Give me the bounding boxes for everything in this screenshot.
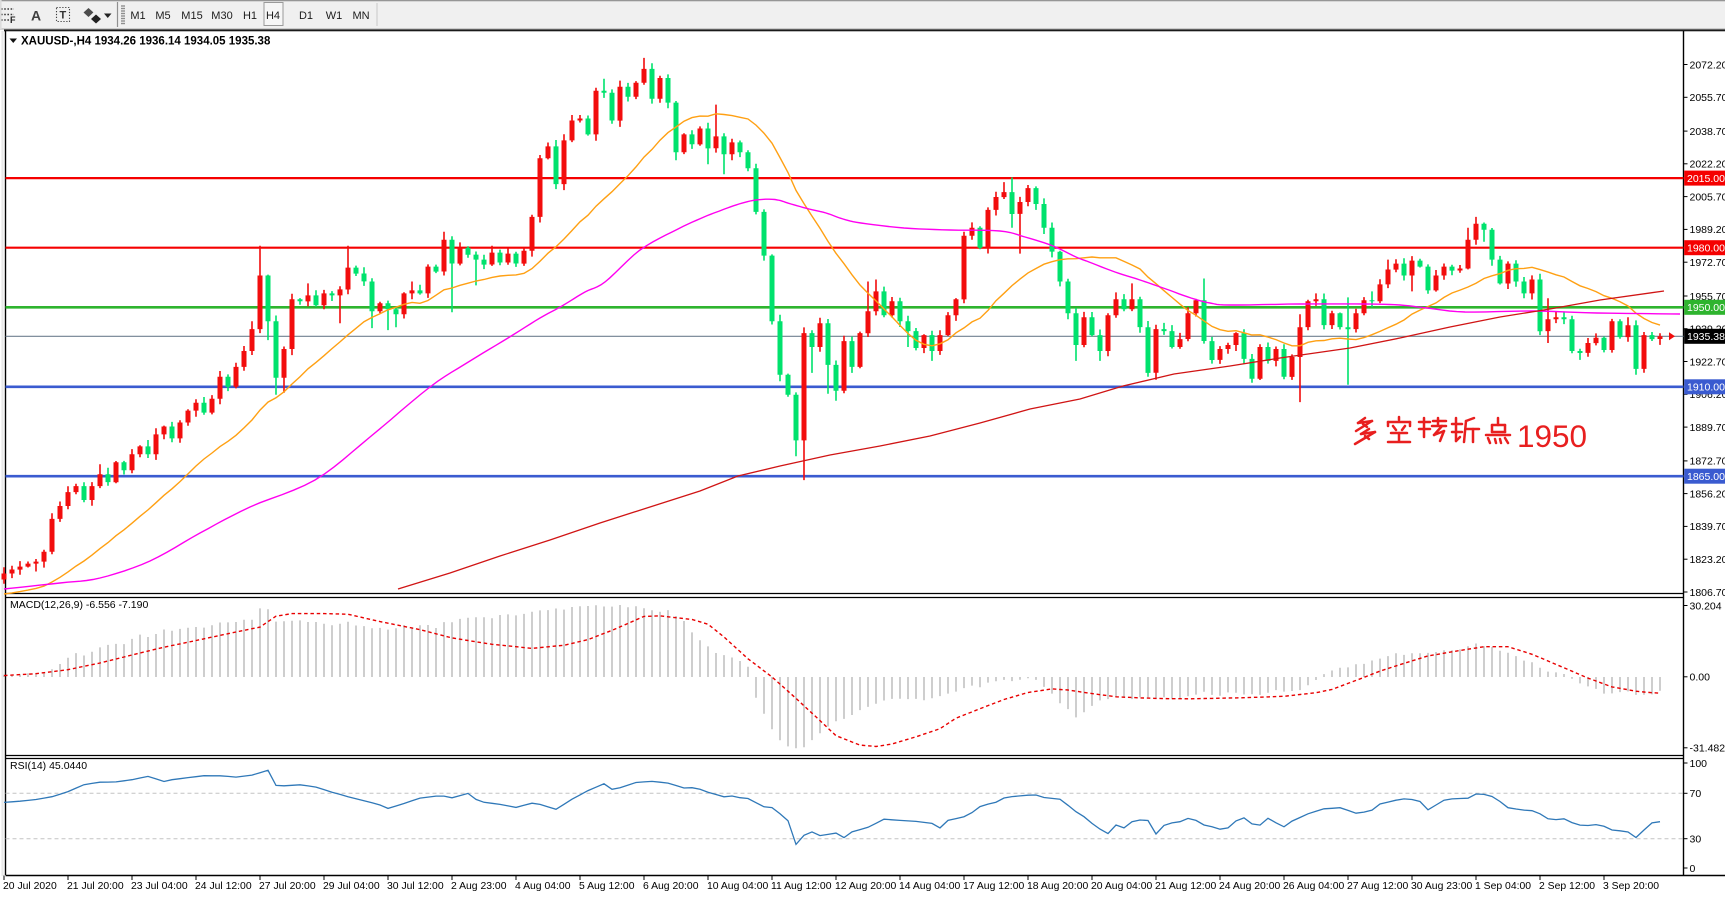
svg-text:14 Aug 04:00: 14 Aug 04:00 bbox=[899, 881, 960, 892]
svg-text:A: A bbox=[31, 8, 41, 24]
svg-text:4 Aug 04:00: 4 Aug 04:00 bbox=[515, 881, 571, 892]
svg-text:11 Aug 12:00: 11 Aug 12:00 bbox=[771, 881, 832, 892]
svg-text:W1: W1 bbox=[326, 10, 343, 22]
svg-text:H4: H4 bbox=[266, 10, 280, 22]
svg-text:1922.70: 1922.70 bbox=[1690, 356, 1725, 368]
svg-text:1889.70: 1889.70 bbox=[1690, 422, 1725, 434]
svg-text:T: T bbox=[60, 10, 67, 22]
svg-text:17 Aug 12:00: 17 Aug 12:00 bbox=[963, 881, 1024, 892]
svg-text:30 Aug 23:00: 30 Aug 23:00 bbox=[1411, 881, 1472, 892]
svg-text:0.00: 0.00 bbox=[1690, 672, 1711, 684]
svg-text:2015.00: 2015.00 bbox=[1687, 173, 1725, 185]
svg-text:2038.70: 2038.70 bbox=[1690, 126, 1725, 138]
svg-text:1935.38: 1935.38 bbox=[1687, 331, 1725, 343]
svg-text:1872.70: 1872.70 bbox=[1690, 456, 1725, 468]
svg-text:0: 0 bbox=[1690, 863, 1696, 875]
svg-text:1823.20: 1823.20 bbox=[1690, 554, 1725, 566]
svg-text:1910.00: 1910.00 bbox=[1687, 382, 1725, 394]
svg-text:1839.70: 1839.70 bbox=[1690, 521, 1725, 533]
svg-text:100: 100 bbox=[1690, 758, 1708, 770]
svg-text:2022.20: 2022.20 bbox=[1690, 159, 1725, 171]
svg-text:3 Sep 20:00: 3 Sep 20:00 bbox=[1603, 881, 1659, 892]
svg-text:30: 30 bbox=[1690, 834, 1702, 846]
svg-text:29 Jul 04:00: 29 Jul 04:00 bbox=[323, 881, 380, 892]
svg-text:1865.00: 1865.00 bbox=[1687, 471, 1725, 483]
svg-text:MN: MN bbox=[352, 10, 369, 22]
svg-text:M5: M5 bbox=[155, 10, 170, 22]
svg-text:1806.70: 1806.70 bbox=[1690, 587, 1725, 599]
svg-text:70: 70 bbox=[1690, 788, 1702, 800]
svg-text:20 Jul 2020: 20 Jul 2020 bbox=[3, 881, 57, 892]
svg-text:2072.20: 2072.20 bbox=[1690, 59, 1725, 71]
svg-text:XAUUSD-,H4 1934.26 1936.14 19: XAUUSD-,H4 1934.26 1936.14 1934.05 1935.… bbox=[21, 36, 271, 48]
svg-text:M30: M30 bbox=[211, 10, 232, 22]
svg-text:-31.482: -31.482 bbox=[1690, 743, 1725, 755]
svg-text:2005.70: 2005.70 bbox=[1690, 191, 1725, 203]
svg-text:1972.70: 1972.70 bbox=[1690, 257, 1725, 269]
svg-text:H1: H1 bbox=[243, 10, 257, 22]
svg-text:10 Aug 04:00: 10 Aug 04:00 bbox=[707, 881, 768, 892]
svg-text:24 Aug 20:00: 24 Aug 20:00 bbox=[1219, 881, 1280, 892]
svg-text:30.204: 30.204 bbox=[1690, 600, 1722, 612]
svg-text:27 Jul 20:00: 27 Jul 20:00 bbox=[259, 881, 316, 892]
svg-text:M1: M1 bbox=[130, 10, 145, 22]
svg-text:2 Sep 12:00: 2 Sep 12:00 bbox=[1539, 881, 1595, 892]
svg-text:2055.70: 2055.70 bbox=[1690, 92, 1725, 104]
svg-text:30 Jul 12:00: 30 Jul 12:00 bbox=[387, 881, 444, 892]
svg-text:1980.00: 1980.00 bbox=[1687, 243, 1725, 255]
svg-text:1989.20: 1989.20 bbox=[1690, 224, 1725, 236]
svg-text:23 Jul 04:00: 23 Jul 04:00 bbox=[131, 881, 188, 892]
svg-text:1856.20: 1856.20 bbox=[1690, 488, 1725, 500]
svg-text:1950: 1950 bbox=[1517, 418, 1587, 454]
svg-text:27 Aug 12:00: 27 Aug 12:00 bbox=[1347, 881, 1408, 892]
svg-text:RSI(14) 45.0440: RSI(14) 45.0440 bbox=[10, 760, 87, 772]
svg-text:1950.00: 1950.00 bbox=[1687, 302, 1725, 314]
svg-text:20 Aug 04:00: 20 Aug 04:00 bbox=[1091, 881, 1152, 892]
svg-text:5 Aug 12:00: 5 Aug 12:00 bbox=[579, 881, 635, 892]
svg-text:MACD(12,26,9) -6.556 -7.190: MACD(12,26,9) -6.556 -7.190 bbox=[10, 599, 148, 611]
svg-text:6 Aug 20:00: 6 Aug 20:00 bbox=[643, 881, 699, 892]
svg-text:18 Aug 20:00: 18 Aug 20:00 bbox=[1027, 881, 1088, 892]
svg-text:21 Aug 12:00: 21 Aug 12:00 bbox=[1155, 881, 1216, 892]
svg-text:F: F bbox=[10, 15, 16, 25]
svg-text:M15: M15 bbox=[181, 10, 202, 22]
svg-text:D1: D1 bbox=[299, 10, 313, 22]
svg-text:21 Jul 20:00: 21 Jul 20:00 bbox=[67, 881, 124, 892]
svg-text:24 Jul 12:00: 24 Jul 12:00 bbox=[195, 881, 252, 892]
svg-text:2 Aug 23:00: 2 Aug 23:00 bbox=[451, 881, 507, 892]
svg-text:12 Aug 20:00: 12 Aug 20:00 bbox=[835, 881, 896, 892]
svg-text:26 Aug 04:00: 26 Aug 04:00 bbox=[1283, 881, 1344, 892]
svg-text:1 Sep 04:00: 1 Sep 04:00 bbox=[1475, 881, 1531, 892]
